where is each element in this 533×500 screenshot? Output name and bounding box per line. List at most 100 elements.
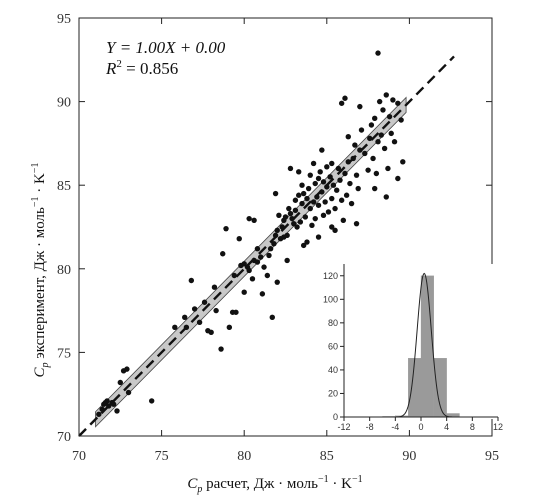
data-point [267, 246, 274, 252]
data-point [276, 212, 282, 218]
data-point [220, 251, 226, 257]
data-point [317, 169, 323, 175]
data-point [380, 107, 386, 113]
inset-y-tick-label: 20 [328, 388, 338, 398]
data-point [395, 100, 401, 106]
inset-x-tick-label: 12 [493, 422, 503, 432]
data-point [355, 185, 361, 192]
data-point [124, 366, 130, 372]
inset-x-ticks: -12 -8 -4 0 4 8 12 [337, 417, 503, 432]
y-tick-label: 80 [57, 263, 71, 278]
data-point [357, 103, 363, 110]
data-point [292, 197, 299, 203]
data-point [335, 165, 342, 172]
data-point [236, 236, 242, 242]
data-point [292, 207, 299, 213]
data-point [281, 234, 287, 240]
inset-y-tick-label: 0 [333, 412, 338, 422]
data-point [330, 182, 337, 188]
data-point [378, 132, 385, 138]
inset-y-ticks: 0 20 40 60 80 100 120 [323, 271, 344, 422]
data-point [274, 279, 280, 285]
data-point [325, 209, 332, 215]
data-point [320, 179, 327, 185]
data-point [338, 100, 345, 106]
data-point [312, 215, 318, 222]
data-point [375, 139, 381, 145]
data-point [367, 135, 373, 142]
data-point [370, 155, 376, 162]
data-point [148, 398, 155, 404]
data-point [96, 411, 102, 417]
data-point [299, 200, 305, 207]
data-point [310, 160, 317, 167]
data-point [269, 314, 275, 320]
data-point [233, 309, 239, 315]
data-point [249, 276, 256, 282]
data-point [296, 169, 302, 175]
data-point [310, 199, 317, 205]
data-point [223, 225, 229, 232]
data-point [368, 122, 375, 128]
data-point [264, 272, 271, 279]
data-point [315, 175, 322, 182]
data-point [246, 215, 252, 222]
inset-x-tick-label: -12 [337, 422, 350, 432]
inset-x-tick-label: 4 [444, 422, 449, 432]
inset-x-tick-label: -4 [391, 422, 399, 432]
data-point [304, 195, 310, 202]
data-point [110, 401, 117, 407]
inset-y-tick-label: 60 [328, 341, 338, 351]
data-point [372, 185, 378, 192]
data-point [373, 170, 380, 177]
data-point [383, 194, 389, 200]
data-point [302, 214, 309, 220]
data-point [375, 50, 381, 56]
data-point [340, 217, 347, 224]
data-point [201, 299, 208, 305]
data-point [342, 170, 348, 177]
fit-line [78, 55, 455, 437]
data-point [342, 95, 348, 101]
data-point [383, 92, 389, 98]
data-point [282, 214, 289, 220]
inset-x-tick-label: 0 [418, 422, 423, 432]
data-point [307, 172, 313, 178]
data-point [353, 172, 360, 178]
data-point [266, 252, 272, 259]
data-point [196, 319, 203, 326]
data-point [211, 284, 218, 290]
data-point [241, 289, 247, 295]
data-point [271, 241, 277, 247]
data-points [96, 50, 406, 417]
data-point [390, 97, 396, 103]
x-tick-label: 70 [72, 449, 86, 464]
data-point [343, 192, 350, 198]
data-point [182, 314, 188, 320]
data-point [106, 403, 112, 409]
data-point [391, 139, 398, 145]
data-point [284, 257, 290, 264]
inset-y-tick-label: 40 [328, 365, 338, 375]
inset-y-tick-label: 120 [323, 271, 338, 281]
data-point [348, 200, 355, 207]
data-point [291, 220, 297, 227]
data-point [254, 246, 261, 252]
data-point [312, 180, 318, 187]
data-point [381, 145, 388, 152]
data-point [372, 115, 378, 122]
data-point [315, 202, 322, 208]
data-point [274, 227, 280, 234]
data-point [191, 306, 198, 312]
data-point [305, 185, 312, 192]
data-point [320, 212, 327, 218]
x-tick-label: 90 [402, 449, 416, 464]
y-tick-label: 90 [57, 96, 71, 111]
data-point [172, 324, 178, 331]
data-point [226, 324, 233, 331]
data-point [296, 192, 302, 198]
x-tick-label: 75 [155, 449, 169, 464]
data-point [297, 219, 304, 225]
y-tick-label: 95 [57, 12, 71, 27]
r-squared: R2 = 0.856 [105, 58, 178, 78]
